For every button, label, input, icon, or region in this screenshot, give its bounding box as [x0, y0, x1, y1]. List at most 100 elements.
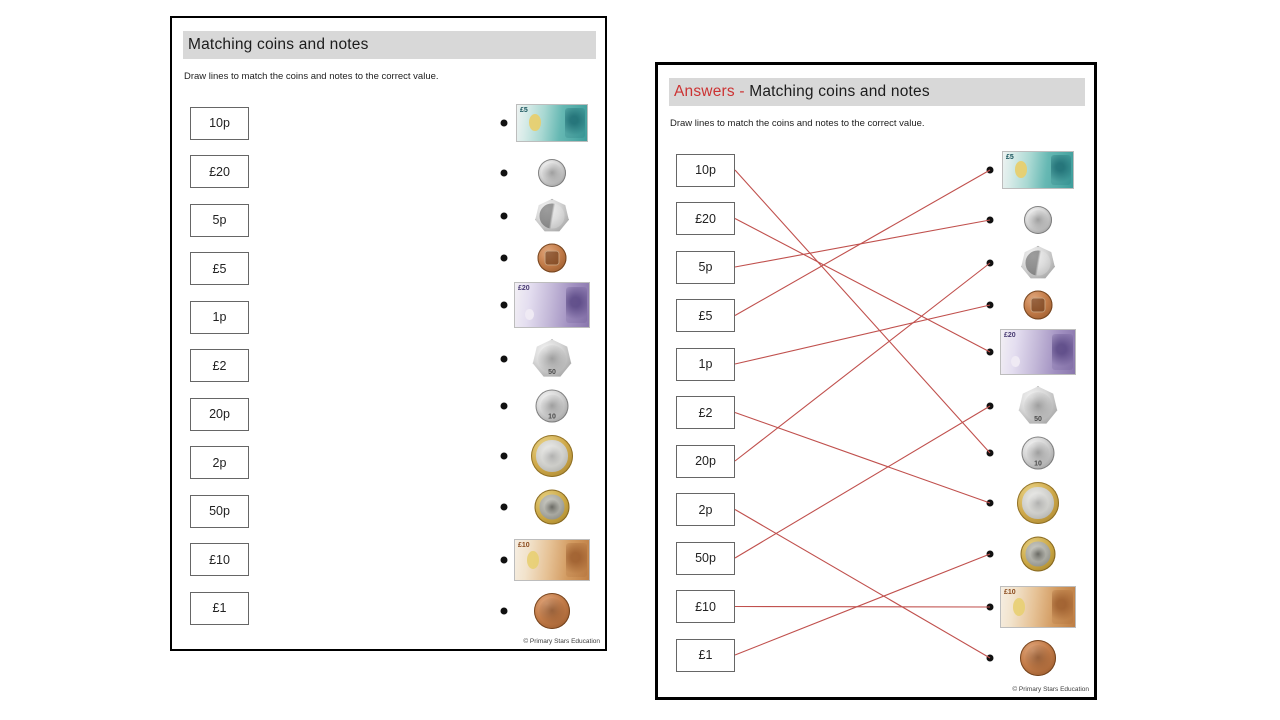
value-label: £10: [695, 599, 716, 614]
five-pound-note: £5: [1002, 151, 1074, 189]
security-foil-icon: [526, 551, 539, 569]
queen-portrait-icon: [565, 107, 585, 139]
page-title-bar: Answers - Matching coins and notes: [669, 78, 1085, 106]
value-label: 20p: [209, 407, 230, 421]
value-label: £1: [212, 601, 227, 615]
value-box-1-pounds: £1: [676, 638, 735, 672]
coin-engraving-icon: [538, 345, 566, 373]
matching-area: 10p £20 5p £5 1p £2 20p 2p 50p £10 £1 £5 £20 50 10 £10: [172, 18, 605, 649]
one-pound-coin: [534, 489, 570, 525]
value-box-1-pounds: £1: [190, 591, 249, 625]
fifty-pence-coin: 50: [532, 339, 572, 377]
coin-engraving-icon: [544, 499, 560, 515]
match-dot: [986, 603, 994, 611]
two-pence-coin: [1020, 640, 1056, 676]
match-dot: [500, 212, 508, 220]
coin-inner-disc: [536, 440, 568, 472]
security-foil-icon: [525, 308, 535, 320]
value-box-50p: 50p: [676, 541, 735, 575]
page-title: Matching coins and notes: [749, 83, 930, 100]
value-label: £2: [212, 358, 227, 373]
coin-engraving-icon: [544, 250, 560, 266]
note-denomination: £20: [1004, 332, 1016, 339]
value-box-2-pounds: £2: [190, 349, 249, 382]
value-label: 10p: [695, 163, 716, 177]
value-label: £20: [209, 164, 230, 179]
instructions-text: Draw lines to match the coins and notes …: [670, 118, 925, 129]
value-label: 2p: [212, 455, 227, 470]
match-dot: [500, 452, 508, 460]
value-box-20-pounds: £20: [676, 202, 735, 235]
note-denomination: £5: [1006, 154, 1014, 161]
value-label: £1: [698, 648, 713, 662]
note-denomination: £10: [1004, 589, 1016, 596]
value-box-10-pounds: £10: [676, 590, 735, 623]
answers-prefix: Answers -: [674, 83, 750, 100]
five-pence-coin: [1024, 206, 1052, 234]
fifty-pence-coin: 50: [1018, 386, 1058, 424]
coin-engraving-icon: [1030, 546, 1046, 562]
security-foil-icon: [1012, 598, 1025, 616]
queen-portrait-icon: [1051, 154, 1071, 186]
value-box-10-pounds: £10: [190, 543, 249, 576]
two-pence-coin: [534, 593, 570, 629]
value-label: 50p: [695, 551, 716, 565]
match-dot: [986, 550, 994, 558]
five-pence-coin: [538, 159, 566, 187]
value-box-5p: 5p: [676, 250, 735, 284]
value-label: £10: [209, 552, 230, 567]
page-title: Matching coins and notes: [188, 36, 369, 53]
match-dot: [986, 449, 994, 457]
value-box-5p: 5p: [190, 203, 249, 237]
copyright-footer: © Primary Stars Education: [523, 638, 600, 645]
match-dot: [500, 556, 508, 564]
matching-area: 10p £20 5p £5 1p £2 20p 2p 50p £10 £1 £5 £20 50 10 £10: [658, 65, 1094, 697]
value-box-20p: 20p: [190, 397, 249, 431]
security-foil-icon: [1011, 355, 1021, 367]
match-dot: [986, 301, 994, 309]
security-foil-icon: [1014, 161, 1027, 178]
coin-engraving-icon: [539, 598, 565, 624]
twenty-pence-coin: [535, 198, 569, 232]
twenty-pound-note: £20: [514, 282, 590, 328]
queen-portrait-icon: [1052, 590, 1073, 624]
value-box-10p: 10p: [190, 106, 249, 140]
coin-engraving-icon: [1026, 441, 1050, 465]
match-dot: [500, 503, 508, 511]
match-dot: [500, 119, 508, 127]
ten-pence-coin: 10: [535, 389, 569, 423]
coin-engraving-icon: [1025, 645, 1051, 671]
coin-engraving-icon: [1030, 297, 1046, 313]
two-pound-coin: [1017, 482, 1059, 524]
value-box-50p: 50p: [190, 494, 249, 528]
coin-numeral: 10: [1034, 460, 1042, 468]
match-dot: [500, 254, 508, 262]
value-box-10p: 10p: [676, 153, 735, 187]
coin-engraving-icon: [540, 394, 564, 418]
value-box-1p: 1p: [676, 347, 735, 381]
value-label: 5p: [212, 213, 227, 227]
value-label: 5p: [698, 260, 713, 274]
page-title-bar: Matching coins and notes: [183, 31, 596, 59]
match-dot: [986, 259, 994, 267]
value-label: 20p: [695, 454, 716, 468]
five-pound-note: £5: [516, 104, 588, 142]
value-label: 50p: [209, 504, 230, 518]
ten-pound-note: £10: [514, 539, 590, 581]
coin-engraving-icon: [1024, 392, 1052, 420]
match-dot: [986, 166, 994, 174]
coin-engraving-icon: [542, 163, 562, 183]
match-dot: [986, 499, 994, 507]
value-box-5-pounds: £5: [190, 252, 249, 285]
value-label: £2: [698, 405, 713, 420]
coin-engraving-icon: [1025, 250, 1051, 276]
match-dot: [500, 301, 508, 309]
copyright-footer: © Primary Stars Education: [1012, 686, 1089, 693]
value-box-20-pounds: £20: [190, 155, 249, 188]
value-box-2p: 2p: [676, 493, 735, 526]
value-label: 10p: [209, 116, 230, 130]
one-pound-coin: [1020, 536, 1056, 572]
value-box-20p: 20p: [676, 444, 735, 478]
two-pound-coin: [531, 435, 573, 477]
note-denomination: £5: [520, 107, 528, 114]
